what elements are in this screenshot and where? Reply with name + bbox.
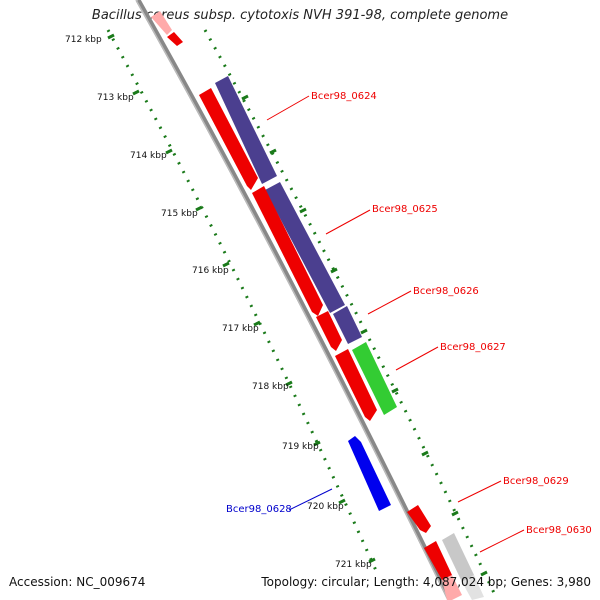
leader-0627 [395, 346, 439, 371]
gene-track-segment [215, 76, 277, 184]
gene-label: Bcer98_0628 [226, 504, 292, 515]
tick-label: 713 kbp [97, 93, 134, 103]
tick-label: 720 kbp [307, 502, 344, 512]
gene-label: Bcer98_0629 [503, 476, 569, 487]
tick-label: 712 kbp [65, 35, 102, 45]
leader-0626 [367, 290, 412, 315]
leader-0625 [325, 209, 371, 235]
tick-label: 717 kbp [222, 324, 259, 334]
outer-ruler-dotted [203, 29, 497, 596]
leader-0628 [288, 488, 333, 511]
outer-tick-marks [241, 94, 488, 577]
cds-arrow-small [167, 32, 183, 46]
gene-track-gray [442, 533, 474, 582]
cds-arrow-0628 [348, 436, 391, 511]
gene-label: Bcer98_0625 [372, 204, 438, 215]
tick-marks [107, 33, 376, 564]
green-arrow-0627 [352, 342, 397, 415]
genome-backbone-highlight [135, 0, 449, 600]
inner-ruler-dotted [106, 29, 380, 576]
cds-arrow-0624 [199, 88, 258, 190]
cds-arrow-0627-red [335, 349, 377, 421]
tick-label: 714 kbp [130, 151, 167, 161]
map-title: Bacillus cereus subsp. cytotoxis NVH 391… [91, 8, 509, 23]
topology-label: Topology: circular; Length: 4,087,024 bp… [261, 575, 591, 589]
gene-track-segment [265, 182, 345, 313]
tick-label: 718 kbp [252, 382, 289, 392]
gene-track-gray-faded [462, 575, 484, 600]
tick-labels: 712 kbp 713 kbp 714 kbp 715 kbp 716 kbp … [65, 35, 372, 570]
leader-0624 [266, 95, 310, 121]
tick-label: 716 kbp [192, 266, 229, 276]
gene-labels: Bcer98_0624 Bcer98_0625 Bcer98_0626 Bcer… [226, 91, 592, 536]
tick-label: 715 kbp [161, 209, 198, 219]
gene-label: Bcer98_0624 [311, 91, 377, 102]
gene-label: Bcer98_0630 [526, 525, 592, 536]
genome-backbone [135, 0, 453, 600]
cds-arrow-0630-faded [442, 575, 462, 600]
tick-label: 719 kbp [282, 442, 319, 452]
accession-label: Accession: NC_009674 [9, 575, 146, 589]
gene-label: Bcer98_0626 [413, 286, 479, 297]
leader-0630 [479, 529, 525, 553]
cds-arrow-0629 [407, 505, 431, 533]
cds-arrow-top-faded [151, 11, 172, 35]
gene-label: Bcer98_0627 [440, 342, 506, 353]
tick-label: 721 kbp [335, 560, 372, 570]
gene-label-leaders [266, 95, 525, 553]
cds-arrow-0630 [424, 541, 452, 580]
gene-track-segment [333, 306, 362, 344]
cds-arrow-0625 [252, 186, 323, 316]
cds-arrow-0626 [316, 311, 342, 351]
leader-0629 [457, 480, 502, 503]
